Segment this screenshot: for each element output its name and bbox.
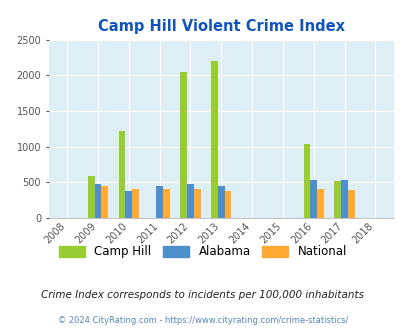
Bar bbox=[94, 184, 101, 218]
Title: Camp Hill Violent Crime Index: Camp Hill Violent Crime Index bbox=[98, 19, 344, 34]
Bar bbox=[180, 72, 187, 218]
Bar bbox=[132, 188, 139, 218]
Bar bbox=[101, 186, 108, 218]
Bar bbox=[187, 184, 193, 218]
Bar bbox=[224, 191, 231, 218]
Bar bbox=[156, 186, 163, 218]
Bar bbox=[334, 182, 340, 218]
Bar bbox=[211, 61, 217, 218]
Bar bbox=[309, 180, 316, 218]
Bar bbox=[340, 180, 347, 218]
Bar bbox=[193, 189, 200, 218]
Text: © 2024 CityRating.com - https://www.cityrating.com/crime-statistics/: © 2024 CityRating.com - https://www.city… bbox=[58, 316, 347, 325]
Text: Crime Index corresponds to incidents per 100,000 inhabitants: Crime Index corresponds to incidents per… bbox=[41, 290, 364, 300]
Bar bbox=[163, 189, 169, 218]
Bar bbox=[217, 186, 224, 218]
Bar bbox=[347, 190, 354, 218]
Legend: Camp Hill, Alabama, National: Camp Hill, Alabama, National bbox=[54, 241, 351, 263]
Bar bbox=[125, 191, 132, 218]
Bar bbox=[87, 177, 94, 218]
Bar bbox=[316, 189, 323, 218]
Bar bbox=[303, 144, 309, 218]
Bar bbox=[118, 131, 125, 218]
